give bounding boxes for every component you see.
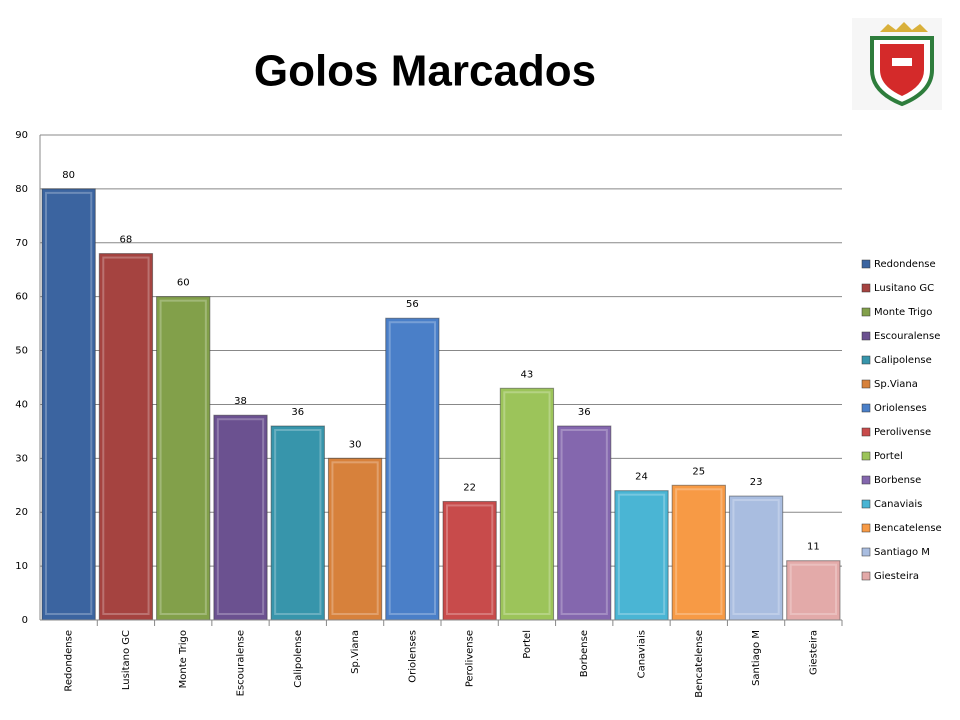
legend-label: Monte Trigo <box>874 307 932 318</box>
x-tick-label: Sp.Viana <box>350 630 361 674</box>
bar-bevel <box>216 418 265 615</box>
bar-bevel <box>45 191 93 615</box>
x-tick-label: Monte Trigo <box>178 630 189 688</box>
bar-bevel <box>159 299 207 615</box>
value-label: 25 <box>692 466 705 477</box>
value-label: 23 <box>750 477 763 488</box>
bar <box>442 500 497 621</box>
y-tick-label: 40 <box>15 399 28 410</box>
legend-label: Lusitano GC <box>874 283 934 294</box>
x-tick-label: Lusitano GC <box>121 630 132 690</box>
legend-label: Sp.Viana <box>874 379 918 390</box>
x-tick-label: Redondense <box>64 630 75 692</box>
bar <box>499 387 555 621</box>
x-tick-label: Borbense <box>579 630 590 677</box>
bar-bevel <box>274 429 322 615</box>
bar-bevel <box>503 391 551 615</box>
legend-swatch <box>861 547 871 557</box>
bar <box>786 560 841 621</box>
value-label: 68 <box>120 235 133 246</box>
legend-label: Giesteira <box>874 571 919 582</box>
value-label: 43 <box>521 369 534 380</box>
legend-swatch <box>861 331 871 341</box>
bar-bevel <box>388 321 437 615</box>
legend-label: Oriolenses <box>874 403 927 414</box>
legend-swatch <box>861 379 871 389</box>
y-tick-label: 60 <box>15 292 28 303</box>
x-tick-label: Giesteira <box>808 630 819 675</box>
x-tick-label: Canaviais <box>637 630 648 678</box>
legend-label: Calipolense <box>874 355 932 366</box>
legend-swatch <box>861 283 871 293</box>
bar-bevel <box>732 499 780 615</box>
legend-swatch <box>861 451 871 461</box>
bar <box>671 484 726 621</box>
legend-swatch <box>861 475 871 485</box>
bar <box>327 457 383 621</box>
logo <box>852 18 942 110</box>
legend-swatch <box>861 427 871 437</box>
legend-label: Santiago M <box>874 547 930 558</box>
x-tick-label: Calipolense <box>293 630 304 688</box>
x-tick-label: Bencatelense <box>694 630 705 698</box>
bar-bevel <box>675 488 723 615</box>
y-tick-label: 30 <box>15 453 28 464</box>
legend-label: Borbense <box>874 475 921 486</box>
legend-swatch <box>861 355 871 365</box>
chart-title: Golos Marcados <box>254 47 596 96</box>
bar <box>41 188 96 621</box>
legend-label: Canaviais <box>874 499 922 510</box>
bar-bevel <box>446 504 494 616</box>
bar-bevel <box>617 493 666 615</box>
value-label: 38 <box>234 396 247 407</box>
bar-bevel <box>102 256 150 615</box>
value-label: 56 <box>406 299 419 310</box>
legend-swatch <box>861 499 871 509</box>
x-tick-label: Escouralense <box>236 630 247 696</box>
x-tick-label: Perolivense <box>465 630 476 687</box>
y-tick-label: 70 <box>15 238 28 249</box>
bar <box>557 425 612 621</box>
y-tick-label: 50 <box>15 346 28 357</box>
legend-swatch <box>861 403 871 413</box>
bar-bevel <box>789 563 838 616</box>
bar-bevel <box>331 461 379 616</box>
bar <box>728 495 784 621</box>
bar <box>385 317 440 621</box>
value-label: 24 <box>635 472 648 483</box>
value-label: 80 <box>62 170 75 181</box>
legend-label: Bencatelense <box>874 523 942 534</box>
legend-swatch <box>861 571 871 581</box>
value-label: 11 <box>807 542 820 553</box>
legend-swatch <box>861 523 871 533</box>
value-label: 60 <box>177 278 190 289</box>
legend-label: Portel <box>874 451 903 462</box>
value-label: 22 <box>463 482 476 493</box>
value-label: 30 <box>349 439 362 450</box>
y-tick-label: 20 <box>15 507 28 518</box>
y-tick-label: 80 <box>15 184 28 195</box>
value-label: 36 <box>578 407 591 418</box>
legend-swatch <box>861 259 871 269</box>
legend-swatch <box>861 307 871 317</box>
x-tick-label: Oriolenses <box>407 630 418 683</box>
y-tick-label: 10 <box>15 561 28 572</box>
bar <box>156 296 211 621</box>
legend-label: Perolivense <box>874 427 931 438</box>
y-tick-label: 90 <box>15 130 28 141</box>
legend-label: Redondense <box>874 259 936 270</box>
bar <box>614 490 669 621</box>
bar <box>213 414 268 621</box>
y-tick-label: 0 <box>22 615 28 626</box>
x-tick-label: Santiago M <box>751 630 762 686</box>
value-label: 36 <box>291 407 304 418</box>
bar-bevel <box>560 429 608 615</box>
bar <box>98 253 154 621</box>
legend-label: Escouralense <box>874 331 940 342</box>
bar <box>270 425 325 621</box>
x-tick-label: Portel <box>522 630 533 659</box>
